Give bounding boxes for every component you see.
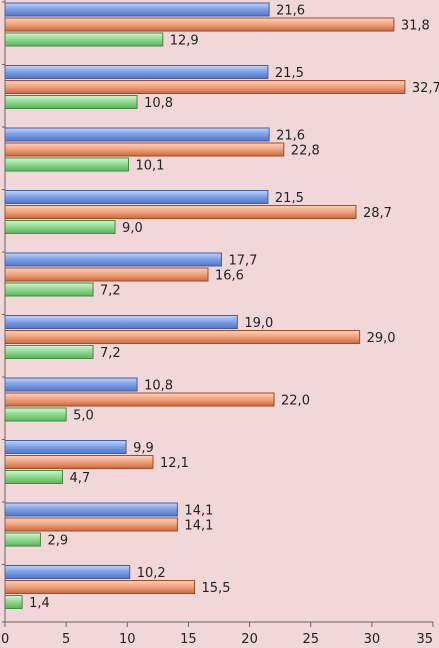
bars-group: 21,631,812,921,532,710,821,622,810,121,5… xyxy=(4,2,439,611)
bar xyxy=(4,517,178,532)
bar xyxy=(4,565,131,579)
data-label: 1,4 xyxy=(29,596,50,611)
data-label: 2,9 xyxy=(47,534,68,549)
data-label: 21,5 xyxy=(275,191,304,206)
bar xyxy=(4,95,138,109)
x-tick-label: 0 xyxy=(1,632,9,647)
bar xyxy=(4,330,361,344)
bar xyxy=(4,65,269,79)
bar xyxy=(4,282,94,297)
bar xyxy=(4,17,395,32)
data-label: 10,8 xyxy=(144,96,173,111)
bar xyxy=(4,80,406,94)
bar xyxy=(4,252,222,267)
x-tick-label: 20 xyxy=(241,632,258,647)
data-label: 29,0 xyxy=(367,331,396,346)
bar xyxy=(4,532,41,547)
data-label: 16,6 xyxy=(215,269,244,284)
bar xyxy=(4,157,130,172)
data-label: 12,1 xyxy=(160,456,189,471)
bar xyxy=(4,580,196,594)
bar xyxy=(4,267,209,282)
x-tick-label: 35 xyxy=(416,632,433,647)
bar xyxy=(4,345,94,359)
bar xyxy=(4,32,164,47)
data-label: 21,6 xyxy=(276,129,305,144)
data-label: 21,6 xyxy=(276,4,305,19)
bar xyxy=(4,407,67,422)
bar xyxy=(4,502,178,517)
bar xyxy=(4,595,23,609)
x-tick-label: 5 xyxy=(62,632,70,647)
data-label: 22,0 xyxy=(281,394,310,409)
data-label: 17,7 xyxy=(228,254,257,269)
data-label: 21,5 xyxy=(275,66,304,81)
bar xyxy=(4,315,238,329)
data-label: 22,8 xyxy=(291,144,320,159)
bar xyxy=(4,392,275,407)
x-tick-label: 15 xyxy=(180,632,197,647)
data-label: 10,8 xyxy=(144,379,173,394)
data-label: 28,7 xyxy=(363,206,392,221)
data-label: 19,0 xyxy=(244,316,273,331)
bar xyxy=(4,377,138,392)
data-label: 5,0 xyxy=(73,409,94,424)
data-label: 31,8 xyxy=(401,19,430,34)
data-label: 10,1 xyxy=(136,159,165,174)
data-label: 7,2 xyxy=(100,346,121,361)
data-label: 9,9 xyxy=(133,441,154,456)
data-label: 10,2 xyxy=(137,566,166,581)
data-label: 15,5 xyxy=(202,581,231,596)
bar xyxy=(4,205,357,219)
data-label: 7,2 xyxy=(100,284,121,299)
data-label: 14,1 xyxy=(184,519,213,534)
x-tick-label: 10 xyxy=(119,632,136,647)
bar xyxy=(4,190,269,204)
data-label: 32,7 xyxy=(412,81,439,96)
x-tick-label: 25 xyxy=(302,632,319,647)
bar xyxy=(4,220,116,234)
data-label: 9,0 xyxy=(122,221,143,236)
data-label: 14,1 xyxy=(184,504,213,519)
data-label: 12,9 xyxy=(170,34,199,49)
data-label: 4,7 xyxy=(69,471,90,486)
bar xyxy=(4,127,270,142)
bar xyxy=(4,470,63,484)
bar xyxy=(4,455,154,469)
bar xyxy=(4,142,285,157)
bar xyxy=(4,2,270,17)
x-tick-label: 30 xyxy=(364,632,381,647)
bar xyxy=(4,440,127,454)
